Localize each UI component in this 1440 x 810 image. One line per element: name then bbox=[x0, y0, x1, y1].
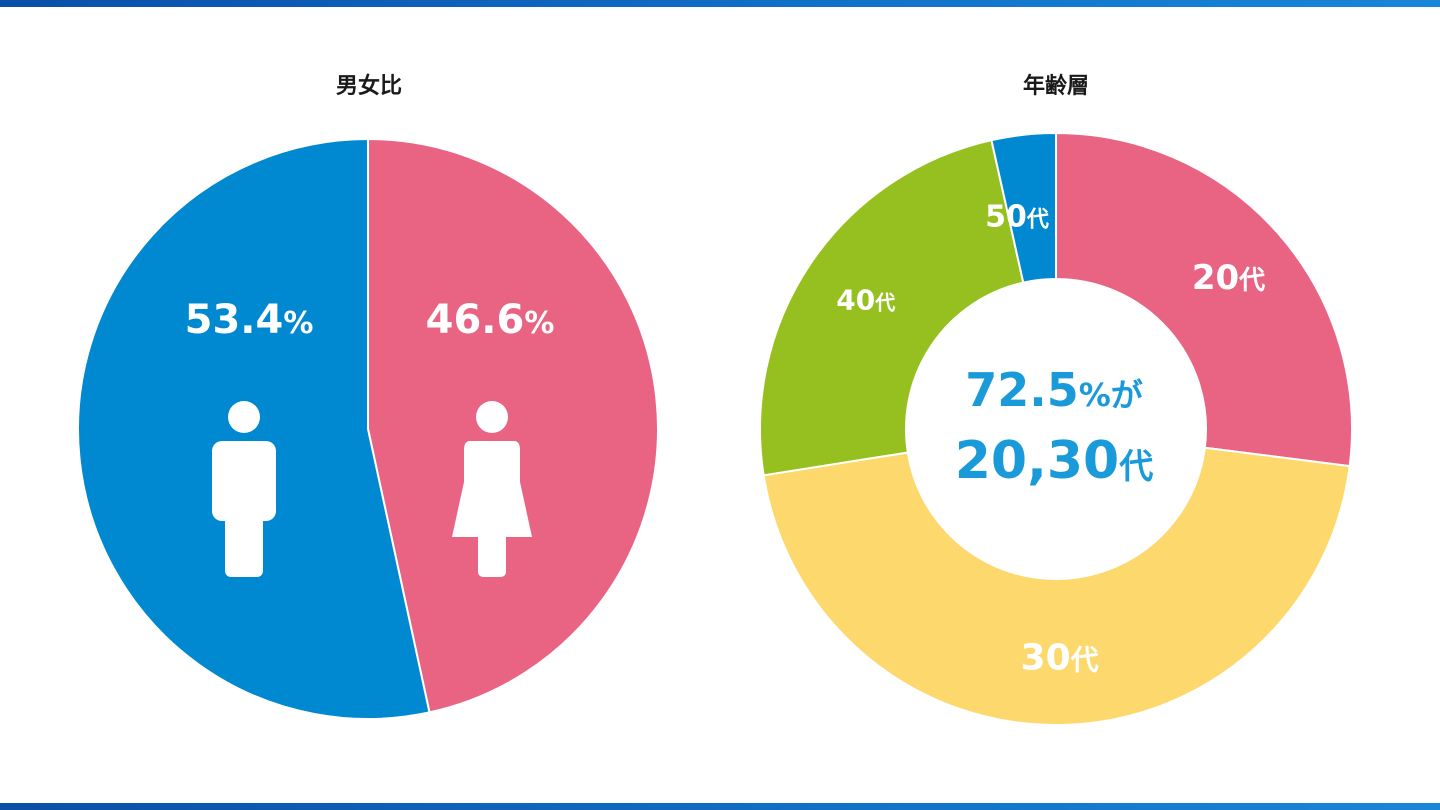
center-text-line2: 20,30代 bbox=[955, 431, 1153, 491]
gender-chart-title: 男女比 bbox=[335, 74, 402, 99]
age-slice-50 bbox=[990, 131, 1057, 284]
age-label-50: 50代 bbox=[985, 200, 1049, 235]
age-slice-20 bbox=[1055, 131, 1353, 468]
male-person-icon bbox=[228, 401, 260, 433]
gender-slice-female bbox=[367, 137, 659, 714]
age-label-40: 40代 bbox=[836, 284, 895, 317]
bottom-accent-band bbox=[0, 803, 1440, 810]
male-person-icon-legs bbox=[225, 500, 263, 577]
age-chart-title: 年齢層 bbox=[1022, 74, 1089, 99]
age-label-20: 20代 bbox=[1192, 258, 1265, 298]
female-person-icon-dress bbox=[452, 441, 532, 537]
gender-label-male: 53.4% bbox=[185, 297, 314, 343]
female-person-icon-legs bbox=[478, 530, 506, 577]
gender-label-female: 46.6% bbox=[426, 297, 555, 343]
age-label-30: 30代 bbox=[1021, 638, 1099, 679]
center-text-line1: 72.5%が bbox=[965, 363, 1143, 417]
top-accent-band bbox=[0, 0, 1440, 7]
age-slice-30 bbox=[762, 446, 1351, 726]
female-person-icon bbox=[476, 401, 508, 433]
age-slice-40 bbox=[759, 138, 1025, 477]
